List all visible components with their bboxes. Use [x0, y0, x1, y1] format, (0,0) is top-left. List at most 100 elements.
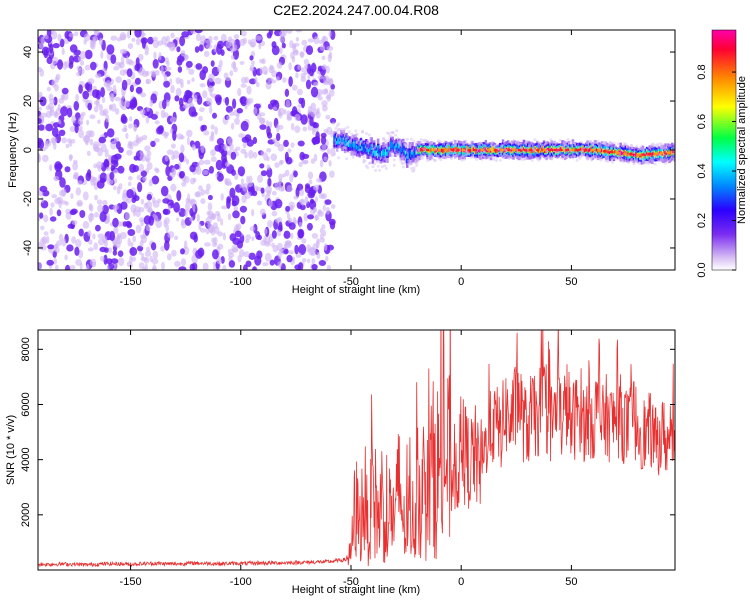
spectrogram-noise-cell	[69, 44, 78, 53]
spectrogram-noise-cell	[147, 206, 153, 214]
spectrogram-noise-cell	[75, 187, 82, 196]
spectrogram-noise-cell	[322, 229, 326, 237]
spectrogram-noise-cell	[294, 113, 301, 122]
spectrogram-halo-cell	[596, 139, 600, 143]
spectrogram-noise-cell	[230, 55, 235, 60]
spectrogram-halo-cell	[372, 162, 376, 166]
spectrogram-noise-cell	[286, 116, 293, 121]
spectrogram-noise-cell	[87, 230, 92, 237]
spectrogram-noise-cell	[55, 264, 59, 270]
spectrogram-band-cell	[492, 147, 495, 152]
spectrogram-noise-cell	[84, 49, 93, 60]
spectrogram-peak-cell	[444, 148, 448, 152]
y-tick-label: -40	[22, 240, 34, 256]
spectrogram-noise-cell	[320, 136, 327, 145]
spectrogram-noise-cell	[299, 51, 305, 59]
spectrogram-noise-cell	[290, 142, 295, 149]
spectrogram-noise-cell	[103, 158, 109, 168]
spectrogram-noise-cell	[174, 235, 179, 240]
spectrogram-noise-cell	[61, 188, 67, 197]
spectrogram-noise-cell	[99, 37, 103, 46]
spectrogram-band-cell	[552, 148, 555, 152]
spectrogram-noise-cell	[118, 183, 123, 190]
spectrogram-noise-cell	[285, 30, 293, 34]
spectrogram-halo-cell	[656, 142, 660, 146]
spectrogram-noise-cell	[66, 107, 73, 118]
spectrogram-noise-cell	[314, 214, 319, 221]
spectrogram-halo-cell	[401, 161, 405, 165]
spectrogram-noise-cell	[143, 256, 150, 264]
spectrogram-band-cell	[390, 141, 393, 148]
spectrogram-band-cell	[386, 151, 389, 156]
spectrogram-noise-cell	[312, 122, 320, 129]
spectrogram-noise-cell	[195, 33, 201, 42]
spectrogram-noise-cell	[91, 261, 97, 268]
spectrogram-noise-cell	[104, 247, 109, 253]
spectrogram-noise-cell	[87, 78, 95, 85]
spectrogram-noise-cell	[308, 187, 316, 197]
spectrogram-noise-cell	[304, 64, 309, 70]
spectrogram-noise-cell	[193, 234, 198, 243]
spectrogram-noise-cell	[310, 86, 319, 98]
spectrogram-halo-cell	[383, 164, 387, 168]
spectrogram-halo-cell	[627, 161, 631, 164]
spectrogram-noise-cell	[170, 143, 176, 149]
spectrogram-noise-cell	[274, 218, 281, 223]
spectrogram-noise-cell	[38, 153, 41, 163]
spectrogram-noise-cell	[113, 137, 120, 143]
spectrogram-noise-cell	[94, 194, 98, 201]
x-tick-label: -50	[343, 276, 359, 288]
spectrogram-noise-cell	[73, 100, 80, 111]
spectrogram-noise-cell	[70, 139, 76, 144]
spectrogram-noise-cell	[299, 189, 305, 197]
spectrogram-band-cell	[472, 146, 476, 152]
spectrogram-noise-cell	[178, 152, 185, 163]
spectrogram-noise-cell	[222, 232, 226, 241]
spectrogram-noise-cell	[274, 198, 283, 209]
spectrogram-noise-cell	[282, 30, 287, 37]
spectrogram-noise-cell	[203, 130, 210, 136]
spectrogram-halo-cell	[351, 155, 355, 159]
spectrogram-noise-cell	[69, 264, 76, 270]
spectrogram-noise-cell	[184, 209, 188, 218]
spectrogram-band-cell	[353, 142, 356, 149]
spectrogram-noise-cell	[127, 229, 136, 236]
spectrogram-noise-cell	[112, 204, 120, 211]
spectrogram-band-cell	[377, 145, 380, 152]
spectrogram-noise-cell	[261, 58, 266, 65]
spectrogram-noise-cell	[295, 37, 299, 42]
spectrogram-noise-cell	[326, 126, 333, 135]
spectrogram-band-cell	[491, 147, 494, 152]
spectrogram-noise-cell	[44, 141, 49, 150]
spectrogram-noise-cell	[95, 98, 100, 108]
spectrogram-noise-cell	[138, 163, 145, 172]
spectrogram-peak-cell	[512, 148, 516, 152]
spectrogram-noise-cell	[98, 238, 105, 246]
spectrogram-halo-cell	[333, 152, 337, 156]
spectrogram-noise-cell	[53, 257, 57, 265]
spectrogram-noise-cell	[66, 244, 74, 252]
spectrogram-halo-cell	[450, 156, 453, 160]
spectrogram-halo-cell	[419, 138, 423, 142]
spectrogram-peak-cell	[597, 149, 601, 152]
spectrogram-noise-cell	[98, 104, 103, 112]
spectrogram-noise-cell	[243, 264, 248, 270]
spectrogram-halo-cell	[374, 168, 378, 172]
spectrogram-noise-cell	[72, 162, 78, 171]
spectrogram-noise-cell	[129, 84, 134, 93]
spectrogram-noise-cell	[286, 110, 291, 119]
spectrogram-noise-cell	[93, 163, 98, 169]
spectrogram-noise-cell	[113, 266, 117, 270]
spectrogram-noise-cell	[174, 95, 180, 102]
spectrogram-noise-cell	[216, 259, 223, 265]
spectrogram-noise-cell	[74, 124, 79, 134]
spectrogram-band-cell	[611, 149, 614, 152]
spectrogram-noise-cell	[135, 209, 141, 218]
spectrogram-halo-cell	[366, 166, 370, 170]
spectrogram-noise-cell	[240, 215, 246, 225]
spectrogram-noise-cell	[150, 113, 158, 120]
spectrogram-noise-cell	[128, 181, 132, 187]
spectrogram-halo-cell	[412, 166, 416, 170]
spectrogram-noise-cell	[226, 198, 231, 210]
spectrogram-noise-cell	[210, 156, 217, 162]
